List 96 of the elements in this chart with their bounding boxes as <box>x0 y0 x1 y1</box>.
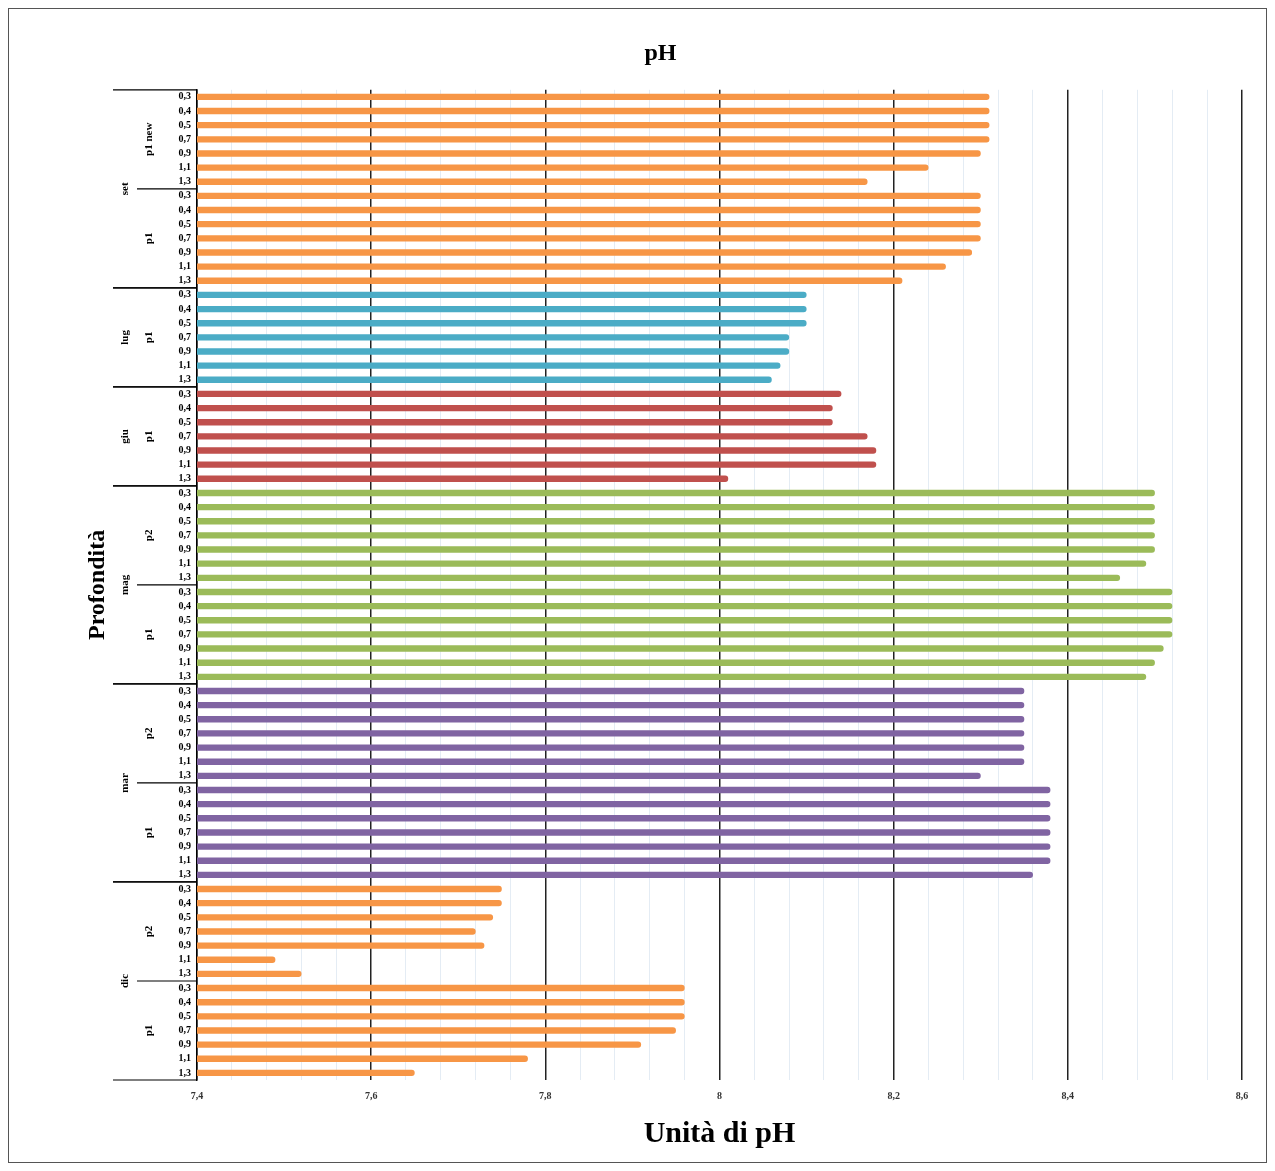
text: p1 new <box>141 122 154 156</box>
y-tick-label: 0,5 <box>178 415 191 427</box>
y-tick-label: 0,7 <box>178 1024 191 1036</box>
y-tick-label: 0,7 <box>178 727 191 739</box>
x-axis-title: Unità di pH <box>643 1114 796 1148</box>
y-tick-label: 0,4 <box>178 401 191 413</box>
y-tick-label: 0,7 <box>178 330 191 342</box>
y-tick-label: 1,1 <box>178 1052 191 1064</box>
y-tick-label: 0,4 <box>178 995 191 1007</box>
text: p1 <box>141 826 154 839</box>
y-tick-label: 0,5 <box>178 910 191 922</box>
y-tick-label: 1,1 <box>178 557 191 569</box>
y-tick-label: 0,4 <box>178 599 191 611</box>
x-tick-label: 8,4 <box>1061 1089 1075 1101</box>
y-tick-label: 0,3 <box>178 684 191 696</box>
y-tick-label: 1,3 <box>178 769 191 781</box>
y-tick-label: 0,3 <box>178 981 191 993</box>
text: p1 <box>141 331 154 344</box>
y-tick-label: 0,3 <box>178 189 191 201</box>
text: p1 <box>141 232 154 245</box>
y-tick-label: 0,9 <box>178 642 191 654</box>
y-tick-label: 0,3 <box>178 387 191 399</box>
chart-title: pH <box>644 38 677 65</box>
y-tick-label: 1,3 <box>178 373 191 385</box>
y-tick-label: 0,7 <box>178 528 191 540</box>
x-tick-label: 7,8 <box>539 1089 552 1101</box>
y-tick-label: 0,9 <box>178 741 191 753</box>
text: mag <box>117 574 130 595</box>
y-tick-label: 1,1 <box>178 953 191 965</box>
y-tick-label: 1,1 <box>178 656 191 668</box>
y-tick-label: 0,5 <box>178 1009 191 1021</box>
text: p1 <box>141 628 154 641</box>
y-tick-label: 0,3 <box>178 882 191 894</box>
y-tick-label: 0,4 <box>178 104 191 116</box>
y-tick-label: 1,1 <box>178 755 191 767</box>
y-tick-label: 1,1 <box>178 359 191 371</box>
y-tick-label: 0,5 <box>178 118 191 130</box>
y-tick-label: 0,9 <box>178 840 191 852</box>
text: p1 <box>141 430 154 443</box>
y-tick-label: 0,9 <box>178 543 191 555</box>
y-tick-label: 0,7 <box>178 826 191 838</box>
y-tick-label: 0,5 <box>178 712 191 724</box>
y-tick-label: 0,4 <box>178 500 191 512</box>
y-tick-label: 0,3 <box>178 585 191 597</box>
y-tick-label: 0,9 <box>178 939 191 951</box>
y-tick-label: 0,3 <box>178 90 191 102</box>
y-tick-label: 0,5 <box>178 316 191 328</box>
y-tick-label: 0,5 <box>178 514 191 526</box>
y-tick-label: 0,5 <box>178 613 191 625</box>
y-tick-label: 0,7 <box>178 627 191 639</box>
y-tick-label: 0,5 <box>178 217 191 229</box>
y-tick-label: 1,1 <box>178 260 191 272</box>
y-axis-title: Profondità <box>82 529 109 641</box>
y-tick-label: 0,7 <box>178 429 191 441</box>
y-tick-label: 0,7 <box>178 925 191 937</box>
y-tick-label: 1,3 <box>178 967 191 979</box>
text: p2 <box>141 925 154 938</box>
x-tick-label: 8 <box>717 1089 722 1101</box>
x-tick-label: 8,6 <box>1235 1089 1249 1101</box>
y-tick-label: 1,3 <box>178 670 191 682</box>
y-tick-label: 1,3 <box>178 571 191 583</box>
y-tick-label: 1,1 <box>178 458 191 470</box>
y-tick-label: 0,4 <box>178 203 191 215</box>
y-tick-label: 0,9 <box>178 246 191 258</box>
y-tick-label: 0,3 <box>178 486 191 498</box>
text: dic <box>117 973 130 989</box>
y-tick-label: 0,3 <box>178 783 191 795</box>
y-tick-label: 1,1 <box>178 161 191 173</box>
y-tick-label: 1,3 <box>178 274 191 286</box>
x-tick-label: 7,6 <box>364 1089 378 1101</box>
x-tick-label: 7,4 <box>190 1089 204 1101</box>
y-tick-label: 0,4 <box>178 302 191 314</box>
text: p1 <box>141 1024 154 1037</box>
text: set <box>117 182 130 196</box>
y-tick-label: 0,9 <box>178 345 191 357</box>
y-tick-label: 1,3 <box>178 175 191 187</box>
text: mar <box>117 773 130 793</box>
y-tick-label: 0,4 <box>178 797 191 809</box>
y-tick-label: 0,5 <box>178 811 191 823</box>
text: p2 <box>141 727 154 740</box>
x-tick-label: 8,2 <box>887 1089 900 1101</box>
y-tick-label: 0,4 <box>178 896 191 908</box>
y-tick-label: 0,9 <box>178 444 191 456</box>
text: p2 <box>141 529 154 542</box>
y-tick-label: 0,4 <box>178 698 191 710</box>
y-tick-label: 0,9 <box>178 147 191 159</box>
y-tick-label: 1,3 <box>178 472 191 484</box>
y-tick-label: 0,7 <box>178 231 191 243</box>
y-tick-label: 1,1 <box>178 854 191 866</box>
y-tick-label: 1,3 <box>178 1066 191 1078</box>
text: giu <box>117 429 130 444</box>
y-tick-label: 1,3 <box>178 868 191 880</box>
y-tick-label: 0,3 <box>178 288 191 300</box>
y-tick-label: 0,7 <box>178 132 191 144</box>
y-tick-label: 0,9 <box>178 1038 191 1050</box>
text: lug <box>117 329 130 345</box>
